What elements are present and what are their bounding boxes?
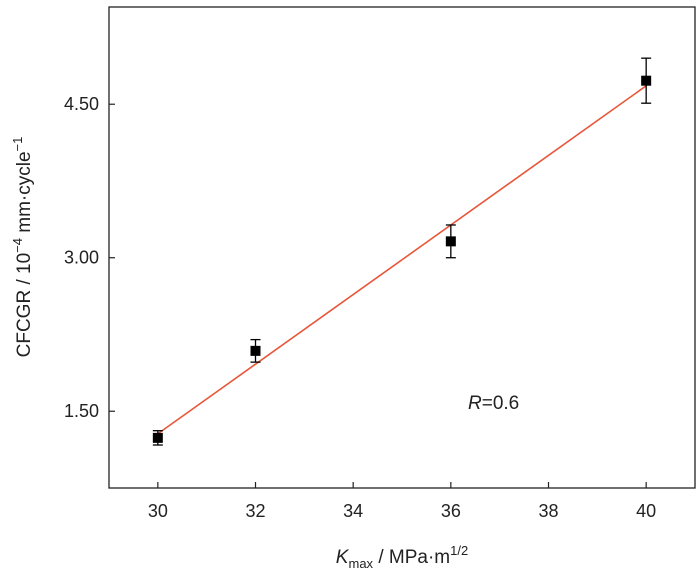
data-point [445,224,456,259]
x-tick-label: 38 [538,501,558,521]
x-axis-ticks: 30 32 34 36 38 40 [148,482,656,521]
x-axis-label: Kmax / MPa·m1/2 [336,543,468,571]
y-axis-ticks: 1.50 3.00 4.50 [64,94,115,421]
data-point [641,57,652,104]
x-axis-label-superscript: 1/2 [450,543,468,558]
square-marker [152,432,163,443]
square-marker [641,75,652,86]
y-axis-label-exponent: −4 [10,238,25,253]
y-tick-label: 4.50 [64,94,99,114]
x-axis-label-subscript: max [348,556,373,571]
annotation-symbol: R [468,393,482,414]
x-tick-label: 40 [636,501,656,521]
x-tick-label: 36 [441,501,461,521]
data-point [250,338,261,363]
plot-frame [108,6,696,489]
y-axis-label-main: CFCGR / 10 [14,253,35,358]
square-marker [445,236,456,247]
y-axis-label-unit: mm·cycle [14,151,35,238]
x-tick-label: 30 [148,501,168,521]
data-point [152,430,163,446]
y-axis-label: CFCGR / 10−4 mm·cycle−1 [10,137,35,358]
y-axis-label-unit-exponent: −1 [10,137,25,152]
x-axis-label-rest: / MPa·m [373,547,450,568]
y-tick-label: 3.00 [64,248,99,268]
x-tick-label: 34 [343,501,363,521]
data-points [152,57,652,446]
annotation-text: =0.6 [482,393,520,414]
x-tick-label: 32 [245,501,265,521]
x-axis-label-symbol: K [336,547,350,568]
square-marker [250,345,261,356]
fit-line [157,85,647,435]
annotation: R=0.6 [468,393,519,414]
y-tick-label: 1.50 [64,401,99,421]
